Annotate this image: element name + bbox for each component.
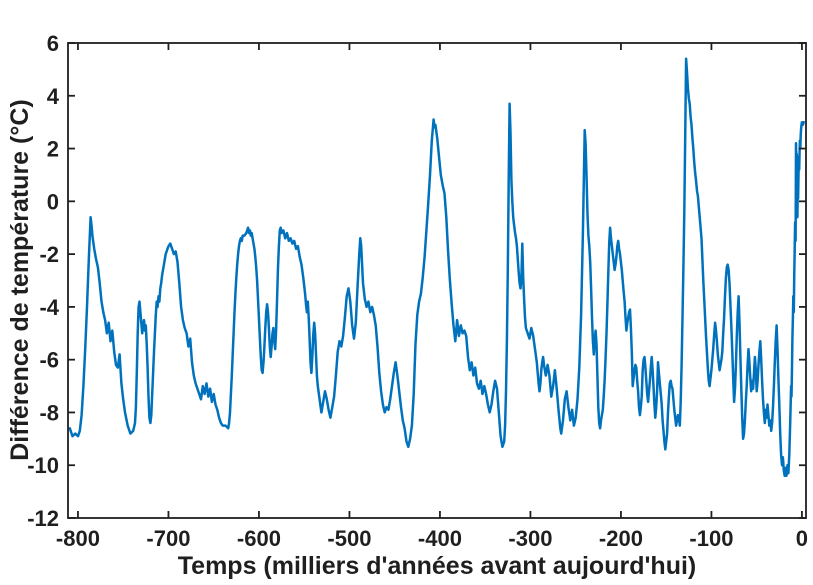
plot-border bbox=[67, 42, 807, 519]
y-tick-label: 6 bbox=[47, 31, 59, 56]
y-tick-label: -4 bbox=[39, 295, 59, 320]
y-axis-title: Différence de température (°C) bbox=[6, 99, 34, 461]
x-tick-label: -400 bbox=[418, 526, 462, 551]
x-tick-label: -800 bbox=[56, 526, 100, 551]
y-tick-label: -6 bbox=[39, 348, 59, 373]
y-tick-label: -8 bbox=[39, 400, 59, 425]
x-tick-label: -600 bbox=[237, 526, 281, 551]
y-tick-label: -10 bbox=[27, 453, 59, 478]
y-tick-label: 4 bbox=[47, 84, 60, 109]
y-tick-label: -2 bbox=[39, 242, 59, 267]
x-tick-label: -300 bbox=[508, 526, 552, 551]
x-tick-label: -100 bbox=[689, 526, 733, 551]
x-tick-label: 0 bbox=[796, 526, 808, 551]
y-tick-label: 2 bbox=[47, 137, 59, 162]
x-axis-title: Temps (milliers d'années avant aujourd'h… bbox=[177, 552, 697, 580]
y-tick-label: -12 bbox=[27, 506, 59, 531]
x-tick-label: -700 bbox=[146, 526, 190, 551]
temperature-series-line bbox=[68, 57, 805, 478]
x-tick-label: -200 bbox=[599, 526, 643, 551]
y-tick-label: 0 bbox=[47, 189, 59, 214]
x-tick-label: -500 bbox=[327, 526, 371, 551]
